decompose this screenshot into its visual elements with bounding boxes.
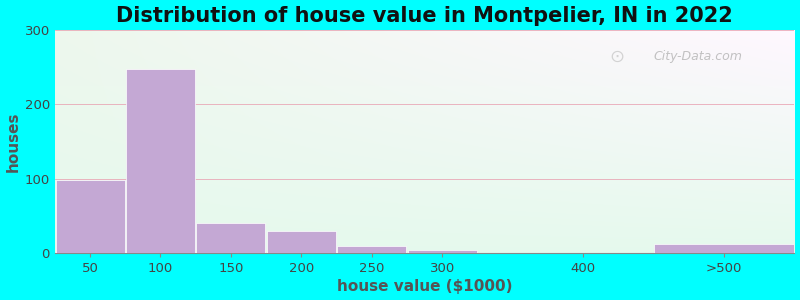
X-axis label: house value ($1000): house value ($1000) (337, 279, 512, 294)
Text: ⊙: ⊙ (610, 48, 625, 66)
Text: City-Data.com: City-Data.com (654, 50, 742, 63)
Bar (197, 224, 266, 253)
Bar (654, 244, 794, 253)
Title: Distribution of house value in Montpelier, IN in 2022: Distribution of house value in Montpelie… (116, 6, 733, 26)
Bar (338, 246, 406, 253)
Bar (267, 231, 336, 253)
Y-axis label: houses: houses (6, 111, 21, 172)
Bar (126, 69, 195, 253)
Bar (408, 250, 477, 253)
Bar (55, 180, 125, 253)
